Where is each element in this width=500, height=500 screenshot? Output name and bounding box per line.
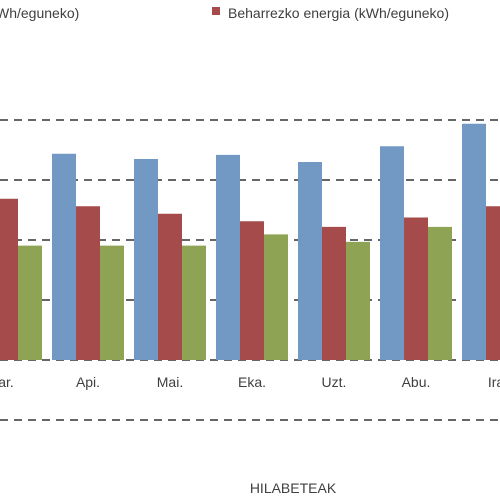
bar-series2-7 bbox=[486, 206, 500, 360]
x-tick-label-7: Ira. bbox=[488, 374, 500, 390]
bar-series2-5 bbox=[322, 226, 346, 360]
x-tick-label-2: Api. bbox=[76, 374, 100, 390]
x-tick-label-3: Mai. bbox=[157, 374, 183, 390]
bar-series3-4 bbox=[264, 234, 288, 360]
bar-series1-6 bbox=[380, 146, 404, 360]
x-tick-label-6: Abu. bbox=[402, 374, 431, 390]
legend-swatch-series-2 bbox=[212, 7, 220, 15]
x-tick-label-4: Eka. bbox=[238, 374, 266, 390]
legend: Wh/eguneko) Beharrezko energia (kWh/egun… bbox=[0, 5, 449, 21]
x-tick-label-1: ar. bbox=[0, 374, 14, 390]
bar-series2-4 bbox=[240, 221, 264, 360]
bar-series3-3 bbox=[182, 245, 206, 360]
bar-series1-2 bbox=[52, 153, 76, 360]
bar-series1-3 bbox=[134, 159, 158, 360]
bar-series3-1 bbox=[18, 245, 42, 360]
bar-series1-4 bbox=[216, 154, 240, 360]
bar-series2-2 bbox=[76, 206, 100, 360]
bars bbox=[0, 123, 500, 360]
bar-series3-6 bbox=[428, 226, 452, 360]
bar-series2-1 bbox=[0, 198, 18, 360]
x-tick-label-5: Uzt. bbox=[322, 374, 347, 390]
bar-series1-5 bbox=[298, 162, 322, 360]
bar-series2-6 bbox=[404, 217, 428, 360]
x-tick-labels: ar. Api. Mai. Eka. Uzt. Abu. Ira. bbox=[0, 374, 500, 390]
legend-label-series-1: Wh/eguneko) bbox=[0, 5, 79, 21]
legend-label-series-2: Beharrezko energia (kWh/eguneko) bbox=[228, 5, 449, 21]
x-axis-title: HILABETEAK bbox=[250, 480, 337, 496]
bar-series3-2 bbox=[100, 245, 124, 360]
bar-series1-7 bbox=[462, 123, 486, 360]
bar-series3-5 bbox=[346, 241, 370, 360]
bar-series2-3 bbox=[158, 213, 182, 360]
